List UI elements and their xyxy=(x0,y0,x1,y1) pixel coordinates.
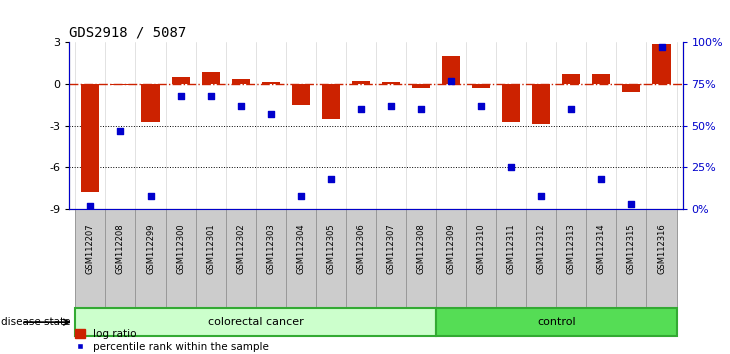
Text: GSM112311: GSM112311 xyxy=(507,224,515,274)
Bar xyxy=(81,84,99,192)
Bar xyxy=(623,84,640,92)
Text: GSM112312: GSM112312 xyxy=(537,224,546,274)
Text: GDS2918 / 5087: GDS2918 / 5087 xyxy=(69,26,187,40)
Point xyxy=(325,176,337,182)
Point xyxy=(505,165,517,170)
Bar xyxy=(502,84,520,121)
Bar xyxy=(105,209,136,308)
Bar xyxy=(262,82,280,84)
Text: GSM112314: GSM112314 xyxy=(597,224,606,274)
Bar xyxy=(226,209,255,308)
Bar xyxy=(231,79,250,84)
Text: GSM112300: GSM112300 xyxy=(176,224,185,274)
Bar xyxy=(346,209,376,308)
Bar xyxy=(586,209,616,308)
Point xyxy=(566,106,577,112)
Text: GSM112307: GSM112307 xyxy=(386,224,396,274)
Text: GSM112315: GSM112315 xyxy=(627,224,636,274)
Point xyxy=(115,128,126,133)
Bar xyxy=(75,209,105,308)
Point xyxy=(85,203,96,209)
Point xyxy=(265,111,277,117)
Point xyxy=(475,103,487,109)
Point xyxy=(205,93,217,98)
Text: GSM112208: GSM112208 xyxy=(116,224,125,274)
Bar xyxy=(172,77,190,84)
Point xyxy=(295,193,307,198)
Bar xyxy=(436,209,466,308)
Point xyxy=(535,193,547,198)
Bar xyxy=(562,74,580,84)
Text: GSM112304: GSM112304 xyxy=(296,224,305,274)
Bar xyxy=(556,209,586,308)
Text: GSM112207: GSM112207 xyxy=(86,224,95,274)
Point xyxy=(445,78,457,84)
Bar xyxy=(592,74,610,84)
Bar xyxy=(532,84,550,124)
Text: GSM112308: GSM112308 xyxy=(417,224,426,274)
Point xyxy=(626,201,637,207)
Bar xyxy=(285,209,316,308)
Text: GSM112301: GSM112301 xyxy=(206,224,215,274)
Bar xyxy=(653,44,671,84)
Point xyxy=(145,193,156,198)
Text: GSM112303: GSM112303 xyxy=(266,224,275,274)
Text: GSM112313: GSM112313 xyxy=(566,224,576,274)
Bar xyxy=(292,84,310,105)
Bar xyxy=(112,84,129,85)
Bar xyxy=(136,209,166,308)
Text: GSM112299: GSM112299 xyxy=(146,224,155,274)
Text: GSM112302: GSM112302 xyxy=(237,224,245,274)
Bar xyxy=(75,308,436,336)
Text: GSM112305: GSM112305 xyxy=(326,224,335,274)
Point xyxy=(385,103,397,109)
Bar xyxy=(142,84,160,122)
Point xyxy=(596,176,607,182)
Text: GSM112310: GSM112310 xyxy=(477,224,485,274)
Bar xyxy=(166,209,196,308)
Bar xyxy=(196,209,226,308)
Text: control: control xyxy=(537,317,576,327)
Text: GSM112306: GSM112306 xyxy=(356,224,366,274)
Bar xyxy=(406,209,436,308)
Point xyxy=(174,93,186,98)
Bar xyxy=(352,81,370,84)
Bar xyxy=(412,84,430,87)
Bar xyxy=(316,209,346,308)
Bar xyxy=(616,209,647,308)
Legend: log ratio, percentile rank within the sample: log ratio, percentile rank within the sa… xyxy=(74,329,269,352)
Bar xyxy=(376,209,406,308)
Bar xyxy=(322,84,340,119)
Text: GSM112309: GSM112309 xyxy=(447,224,456,274)
Bar xyxy=(436,308,677,336)
Point xyxy=(656,45,667,50)
Bar xyxy=(442,56,460,84)
Bar xyxy=(496,209,526,308)
Point xyxy=(235,103,247,109)
Bar xyxy=(466,209,496,308)
Bar xyxy=(647,209,677,308)
Text: GSM112316: GSM112316 xyxy=(657,224,666,274)
Bar xyxy=(201,72,220,84)
Bar xyxy=(255,209,285,308)
Text: disease state: disease state xyxy=(1,317,71,327)
Text: colorectal cancer: colorectal cancer xyxy=(208,317,304,327)
Bar xyxy=(472,84,490,88)
Bar xyxy=(526,209,556,308)
Point xyxy=(355,106,366,112)
Point xyxy=(415,106,427,112)
Bar xyxy=(382,82,400,84)
